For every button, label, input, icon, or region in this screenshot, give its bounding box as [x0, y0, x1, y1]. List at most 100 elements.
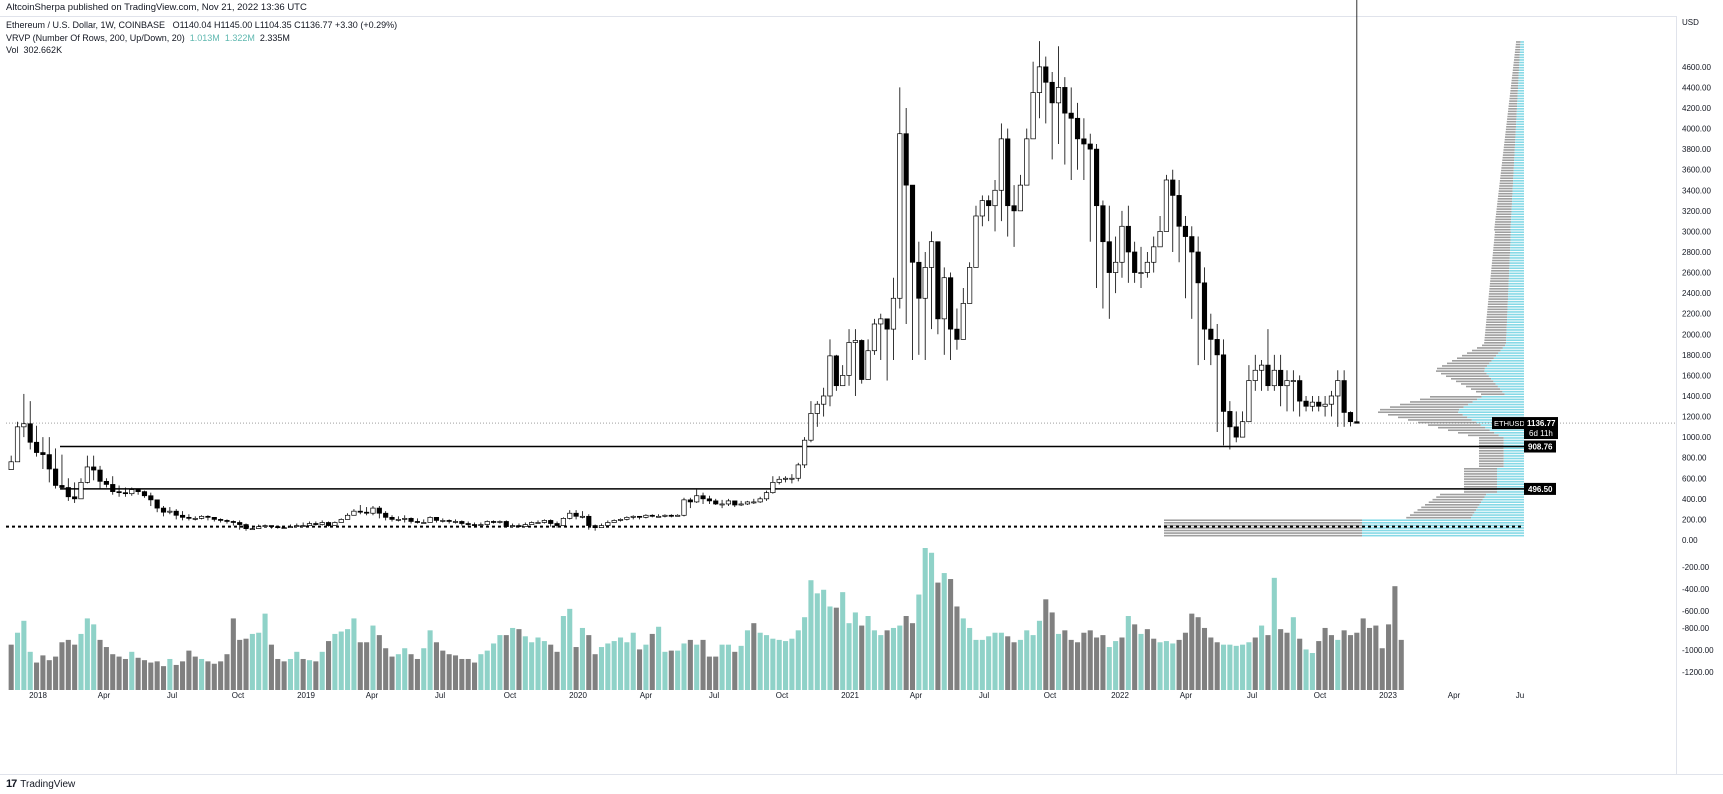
- candle-body: [478, 524, 484, 526]
- volume-profile-row: [1481, 396, 1524, 398]
- volume-profile-row: [1506, 120, 1517, 123]
- volume-profile-row: [1390, 406, 1464, 408]
- volume-profile-row: [1498, 190, 1513, 192]
- candle-body: [1132, 251, 1138, 273]
- volume-profile-row: [1514, 56, 1520, 59]
- volume-bar: [478, 654, 484, 690]
- candle-body: [636, 515, 643, 518]
- volume-profile-row: [1513, 172, 1524, 174]
- volume-profile-row: [1517, 95, 1524, 97]
- volume-bar: [738, 645, 744, 690]
- candle-body: [116, 491, 122, 494]
- volume-profile-row: [1440, 493, 1487, 496]
- volume-profile-row: [1511, 208, 1524, 210]
- candle-body: [1354, 421, 1360, 424]
- volume-profile-row: [1507, 306, 1524, 308]
- volume-bar: [751, 623, 757, 690]
- candle-body: [1214, 339, 1220, 356]
- candle-body: [833, 355, 839, 387]
- volume-bar: [1278, 629, 1284, 690]
- volume-bar: [821, 589, 827, 690]
- volume-legend[interactable]: Vol 302.662K: [6, 45, 62, 55]
- level-label: 496.50: [1528, 485, 1553, 494]
- symbol-legend[interactable]: Ethereum / U.S. Dollar, 1W, COINBASE O11…: [6, 20, 397, 30]
- price-tick-label: 1200.00: [1682, 413, 1711, 422]
- volume-profile-row: [1507, 308, 1524, 311]
- candle-body: [687, 499, 693, 503]
- volume-profile-row: [1362, 519, 1524, 522]
- vrvp-label[interactable]: VRVP (Number Of Rows, 200, Up/Down, 20): [6, 33, 185, 43]
- volume-profile-row: [1509, 254, 1524, 257]
- volume-profile-row: [1514, 149, 1524, 151]
- volume-bar: [700, 639, 706, 690]
- volume-bar: [395, 654, 401, 690]
- volume-profile-row: [1520, 48, 1524, 51]
- volume-profile-row: [1428, 501, 1482, 504]
- volume-bar: [262, 613, 268, 690]
- volume-profile-row: [1503, 455, 1524, 457]
- volume-bar: [491, 643, 497, 690]
- candle-body: [808, 413, 814, 441]
- volume-bar: [1373, 625, 1379, 690]
- volume-profile-row: [1509, 270, 1524, 272]
- volume-label[interactable]: Vol: [6, 45, 19, 55]
- price-tick-label: 0.00: [1682, 536, 1698, 545]
- volume-bar: [199, 658, 205, 690]
- volume-profile-row: [1485, 326, 1507, 329]
- volume-profile-row: [1510, 234, 1524, 236]
- time-tick-label: Apr: [366, 691, 379, 700]
- candle-body: [516, 525, 522, 527]
- volume-profile-row: [1509, 257, 1524, 259]
- vrvp-legend[interactable]: VRVP (Number Of Rows, 200, Up/Down, 20) …: [6, 33, 290, 43]
- volume-profile-row: [1513, 61, 1520, 64]
- volume-profile-row: [1456, 380, 1494, 383]
- volume-bar: [630, 632, 636, 690]
- volume-profile-row: [1517, 92, 1524, 95]
- volume-profile-row: [1515, 144, 1524, 146]
- candle-body: [440, 520, 446, 522]
- countdown-label: 6d 11h: [1529, 429, 1553, 438]
- candle-body: [884, 318, 890, 330]
- volume-profile-row: [1512, 200, 1524, 203]
- volume-profile-row: [1498, 195, 1513, 198]
- volume-profile-row: [1496, 208, 1512, 210]
- volume-profile-row: [1515, 128, 1524, 131]
- volume-profile-row: [1512, 195, 1524, 198]
- symbol-title[interactable]: Ethereum / U.S. Dollar, 1W, COINBASE: [6, 20, 166, 30]
- candle-body: [922, 267, 928, 299]
- volume-bar: [903, 616, 909, 690]
- volume-profile-row: [1513, 66, 1520, 69]
- candle-body: [65, 487, 71, 498]
- candle-body: [1094, 148, 1100, 207]
- volume-bar: [205, 661, 211, 690]
- volume-profile-row: [1501, 162, 1515, 164]
- volume-profile-row: [1495, 213, 1512, 216]
- candle-body: [719, 503, 725, 506]
- volume-profile-row: [1457, 357, 1494, 360]
- volume-bar: [256, 632, 262, 690]
- time-tick-label: 2021: [841, 691, 859, 700]
- volume-bar: [281, 661, 287, 690]
- volume-profile-row: [1515, 131, 1524, 133]
- price-tick-label: 4600.00: [1682, 63, 1711, 72]
- volume-bar: [1347, 635, 1354, 690]
- volume-bar: [129, 651, 135, 690]
- price-tick-label: 600.00: [1682, 474, 1707, 483]
- candle-body: [1144, 261, 1150, 273]
- candle-body: [1297, 380, 1303, 402]
- candle-body: [890, 297, 897, 330]
- volume-bar: [1201, 627, 1208, 690]
- volume-profile-row: [1499, 185, 1513, 187]
- volume-bar: [1138, 633, 1144, 690]
- volume-bar: [827, 606, 833, 690]
- candle-body: [827, 355, 833, 397]
- volume-profile-row: [1498, 434, 1524, 437]
- candle-body: [871, 323, 877, 352]
- volume-bar: [1068, 639, 1074, 690]
- volume-profile-row: [1486, 493, 1524, 496]
- tradingview-footer[interactable]: 17 TradingView: [6, 778, 75, 790]
- volume-profile-row: [1493, 357, 1524, 360]
- volume-value: 302.662K: [23, 45, 63, 55]
- volume-profile-row: [1494, 234, 1511, 236]
